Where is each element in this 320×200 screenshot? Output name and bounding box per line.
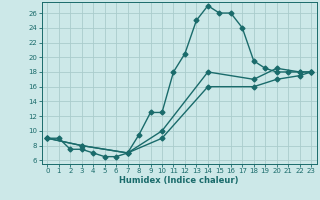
X-axis label: Humidex (Indice chaleur): Humidex (Indice chaleur) [119, 176, 239, 185]
